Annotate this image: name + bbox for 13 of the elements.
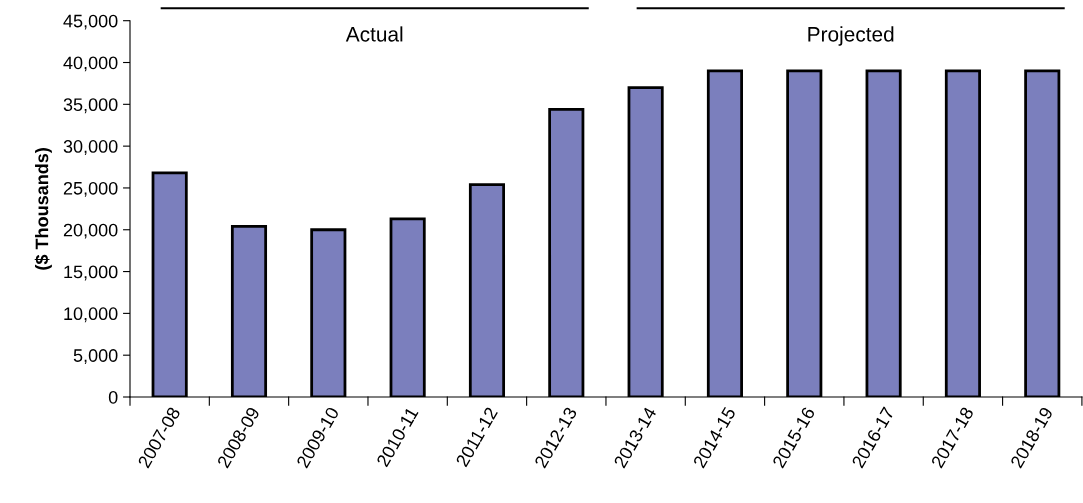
y-tick-label: 35,000 (63, 98, 118, 114)
annotation: Actual (345, 26, 403, 42)
y-tick-label: 10,000 (64, 307, 118, 323)
y-tick-label: 15,000 (64, 265, 118, 281)
y-tick-label: 30,000 (63, 140, 118, 155)
annotation: Projected (808, 26, 894, 46)
y-tick-label: 0 (108, 390, 118, 404)
y-tick-label: 40,000 (63, 56, 118, 72)
y-tick-label: 5,000 (73, 349, 118, 365)
y-tick-label: 45,000 (63, 14, 118, 30)
y-tick-label: 20,000 (63, 223, 118, 239)
y-tick-label: 25,000 (63, 181, 118, 197)
y-axis-title: ($ Thousands) (34, 148, 52, 270)
